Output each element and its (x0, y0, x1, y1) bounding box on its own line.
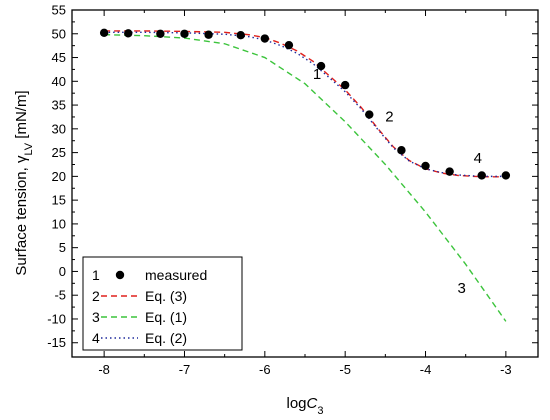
measured-point (124, 29, 133, 38)
measured-point (236, 30, 245, 40)
y-tick-label: -5 (54, 288, 66, 303)
x-tick-label: -4 (420, 362, 432, 377)
legend-row: 2 Eq. (3) (92, 288, 187, 304)
y-tick-label: 20 (52, 169, 66, 184)
curve-number-label: 4 (474, 150, 482, 167)
measured-point (204, 30, 213, 39)
y-axis-title: Surface tension, γLV [mN/m] (13, 90, 35, 275)
curve-number-label: 2 (385, 109, 393, 126)
x-tick-label: -6 (259, 362, 271, 377)
measured-point (316, 61, 326, 71)
y-tick-label: 45 (52, 50, 66, 65)
measured-point (421, 161, 430, 171)
series-points (99, 28, 511, 180)
legend-number: 2 (92, 288, 100, 304)
legend-label: Eq. (3) (145, 288, 187, 304)
y-tick-label: 50 (52, 26, 66, 41)
series-line-3 (104, 34, 507, 322)
axis-ticks (72, 9, 538, 357)
legend-number: 3 (92, 309, 100, 325)
axis-tick-labels: -8 -7 -6 -5 -4 -3 -15 -10 -5 0 5 10 15 20 25 30 35 40 45 50… (47, 3, 511, 378)
measured-point (99, 28, 109, 38)
curve-annotations: 1 2 3 4 (313, 66, 482, 297)
measured-point (365, 110, 374, 119)
y-tick-label: 40 (52, 74, 66, 89)
x-tick-label: -3 (500, 362, 512, 377)
y-tick-label: -15 (47, 335, 66, 350)
legend-row: 4 Eq. (2) (92, 330, 187, 346)
series-line-4 (104, 31, 506, 178)
series-lines (104, 30, 507, 322)
measured-point (180, 29, 189, 38)
legend-label: measured (145, 267, 207, 283)
measured-point (477, 171, 486, 180)
measured-point (501, 171, 511, 180)
curve-number-label: 1 (313, 66, 321, 83)
y-tick-label: 30 (52, 121, 66, 136)
y-tick-label: -10 (47, 311, 66, 326)
legend-row: 1 measured (92, 267, 207, 283)
x-tick-label: -8 (98, 362, 110, 377)
legend-label: Eq. (2) (145, 330, 187, 346)
y-tick-label: 55 (52, 3, 66, 18)
y-tick-label: 35 (52, 98, 66, 113)
measured-point (397, 146, 406, 155)
legend-marker (115, 270, 125, 280)
legend-box (82, 256, 243, 351)
legend-number: 1 (92, 267, 100, 283)
legend-label: Eq. (1) (145, 309, 187, 325)
legend-number: 4 (92, 330, 100, 346)
y-tick-label: 15 (52, 193, 66, 208)
y-tick-label: 10 (52, 216, 66, 231)
curve-number-label: 3 (458, 280, 466, 297)
y-tick-label: 0 (59, 264, 66, 279)
legend-row: 3 Eq. (1) (92, 309, 187, 325)
y-tick-label: 5 (59, 240, 66, 255)
series-line-2 (104, 30, 506, 178)
legend: 1 measured 2 Eq. (3) 3 Eq. (1) 4 Eq. (2) (82, 256, 243, 351)
measured-point (156, 29, 165, 38)
x-tick-label: -7 (179, 362, 191, 377)
x-axis-title: logC3 (287, 395, 324, 417)
measured-point (260, 34, 270, 43)
measured-point (445, 167, 454, 176)
measured-point (340, 80, 350, 90)
x-tick-label: -5 (339, 362, 351, 377)
measured-point (284, 40, 294, 50)
y-tick-label: 25 (52, 145, 66, 160)
